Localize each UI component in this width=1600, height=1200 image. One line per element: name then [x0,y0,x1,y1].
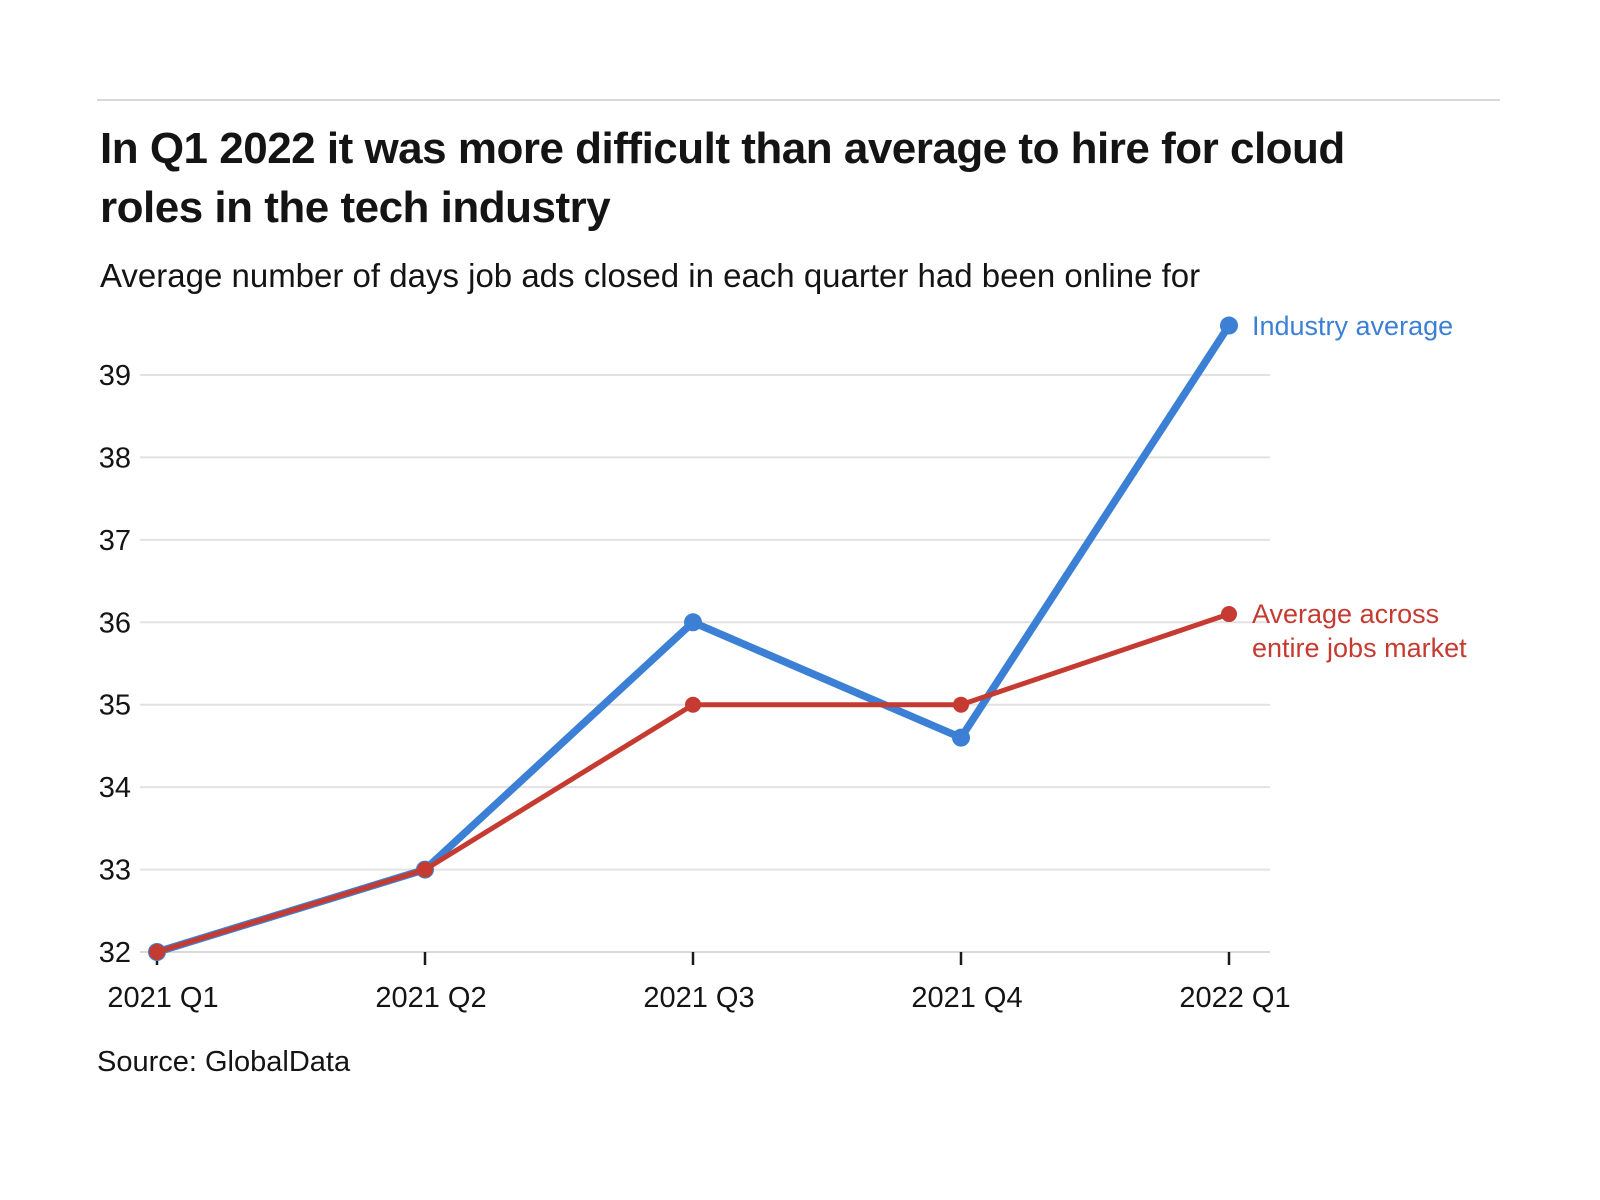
x-axis-label-1: 2021 Q1 [107,982,218,1014]
data-point-entire-jobs-market-2021 Q2 [417,861,433,878]
source-note: Source: GlobalData [97,1046,351,1078]
data-point-entire-jobs-market-2021 Q1 [149,944,165,960]
y-axis-label-34: 34 [99,772,131,804]
series-line-entire-jobs-market [154,611,1232,955]
x-axis-label-3: 2021 Q3 [643,982,754,1014]
chart-title: In Q1 2022 it was more difficult than av… [100,124,1345,232]
series-label-entire-jobs-market: Average across entire jobs market [1252,599,1467,664]
y-axis-label-32: 32 [99,937,131,969]
y-axis-label-36: 36 [99,607,131,639]
series-label-industry-average: Industry average [1252,310,1454,341]
data-point-industry-average-2022 Q1 [1220,316,1238,335]
y-axis-label-33: 33 [99,855,131,887]
series-line-industry-average [153,321,1233,956]
x-axis-label-4: 2021 Q4 [911,982,1022,1014]
y-axis-label-37: 37 [99,525,131,557]
data-point-industry-average-2021 Q4 [952,728,970,747]
top-divider-rule [97,99,1500,101]
data-point-industry-average-2021 Q3 [684,613,702,632]
x-axis-label-2: 2021 Q2 [375,982,486,1014]
x-axis-label-5: 2022 Q1 [1179,982,1290,1014]
y-axis-label-38: 38 [99,442,131,474]
chart-subtitle: Average number of days job ads closed in… [100,257,1201,294]
y-axis-label-39: 39 [99,360,131,392]
data-point-entire-jobs-market-2021 Q3 [685,696,701,713]
data-point-entire-jobs-market-2022 Q1 [1221,606,1237,623]
data-point-entire-jobs-market-2021 Q4 [953,696,969,713]
y-axis-label-35: 35 [99,690,131,722]
